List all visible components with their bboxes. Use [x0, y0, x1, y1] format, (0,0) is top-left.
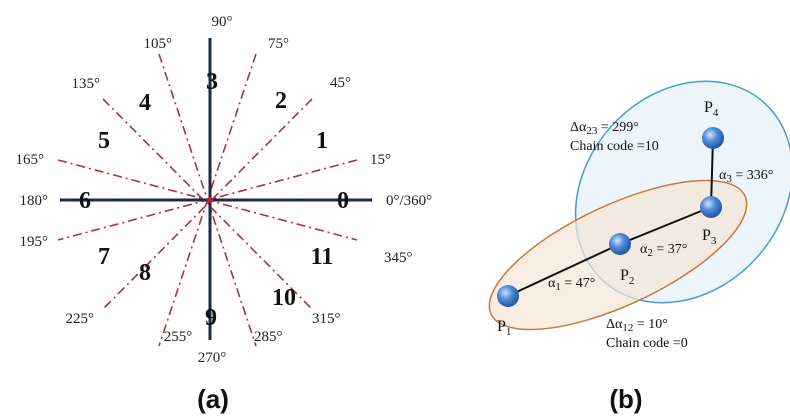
angle-label-315: 315°: [312, 311, 341, 327]
point-label-p3: P3: [702, 227, 717, 247]
point-p4: [702, 127, 724, 149]
angle-label-195: 195°: [20, 234, 49, 250]
alpha1-label: α1 = 47°: [548, 276, 595, 293]
lower-note: Δα12 = 10° Chain code =0: [606, 317, 688, 351]
chain-code-numbers: 3 4 2 1 5 6 0 7 8 11 10 9: [79, 69, 349, 331]
angle-label-345: 345°: [384, 250, 413, 266]
point-p3: [700, 196, 722, 218]
angle-label-75: 75°: [268, 36, 289, 52]
caption-b: (b): [609, 384, 642, 414]
point-p1: [497, 285, 519, 307]
angle-label-105: 105°: [144, 36, 173, 52]
alpha3-label: α3 = 336°: [719, 168, 773, 185]
angle-label-285: 285°: [254, 329, 283, 345]
code-8: 8: [139, 260, 151, 286]
code-3: 3: [206, 69, 218, 95]
code-11: 11: [311, 244, 334, 270]
point-label-p2: P2: [620, 267, 634, 287]
upper-note: Δα23 = 299° Chain code =10: [570, 120, 659, 154]
segment-p1-p2: [507, 243, 621, 297]
angle-label-225: 225°: [66, 311, 95, 327]
main-axes: [60, 38, 372, 340]
code-9: 9: [205, 305, 217, 331]
angle-labels: 90° 105° 75° 45° 135° 15° 165° 180° 0°/3…: [16, 14, 433, 366]
angle-label-180: 180°: [20, 193, 49, 209]
segment-angle-labels: α1 = 47° α2 = 37° α3 = 336°: [548, 168, 773, 293]
delta-alpha-12: Δα12 = 10°: [606, 317, 668, 334]
point-labels: P1 P2 P3 P4: [497, 99, 719, 338]
angle-label-165: 165°: [16, 152, 45, 168]
point-label-p1: P1: [497, 318, 511, 338]
segment-p2-p3: [619, 206, 712, 245]
caption-a: (a): [197, 384, 229, 414]
segment-p3-p4: [710, 137, 714, 208]
code-5: 5: [98, 128, 110, 154]
code-6: 6: [79, 188, 91, 214]
origin-dot: [207, 197, 213, 203]
panel-b: P1 P2 P3 P4 α1 = 47° α2 = 37° α3 = 336° …: [488, 80, 790, 414]
chain-segments: [507, 137, 714, 297]
angle-label-270: 270°: [198, 350, 227, 366]
angle-label-0-360: 0°/360°: [386, 193, 432, 209]
code-1: 1: [316, 128, 328, 154]
chain-code-upper: Chain code =10: [570, 139, 659, 154]
point-label-p4: P4: [704, 99, 719, 119]
angle-label-90: 90°: [212, 14, 233, 30]
point-p2: [609, 233, 631, 255]
code-10: 10: [272, 285, 296, 311]
code-4: 4: [139, 90, 151, 116]
chain-code-lower: Chain code =0: [606, 336, 688, 351]
angle-label-15: 15°: [370, 152, 391, 168]
angle-label-255: 255°: [164, 329, 193, 345]
angle-label-135: 135°: [72, 76, 101, 92]
panel-a: 90° 105° 75° 45° 135° 15° 165° 180° 0°/3…: [16, 14, 433, 414]
points: [497, 127, 724, 307]
code-2: 2: [275, 88, 287, 114]
code-0: 0: [337, 188, 349, 214]
delta-alpha-23: Δα23 = 299°: [570, 120, 639, 137]
angle-label-45: 45°: [330, 75, 351, 91]
code-7: 7: [98, 244, 110, 270]
alpha2-label: α2 = 37°: [640, 242, 687, 259]
